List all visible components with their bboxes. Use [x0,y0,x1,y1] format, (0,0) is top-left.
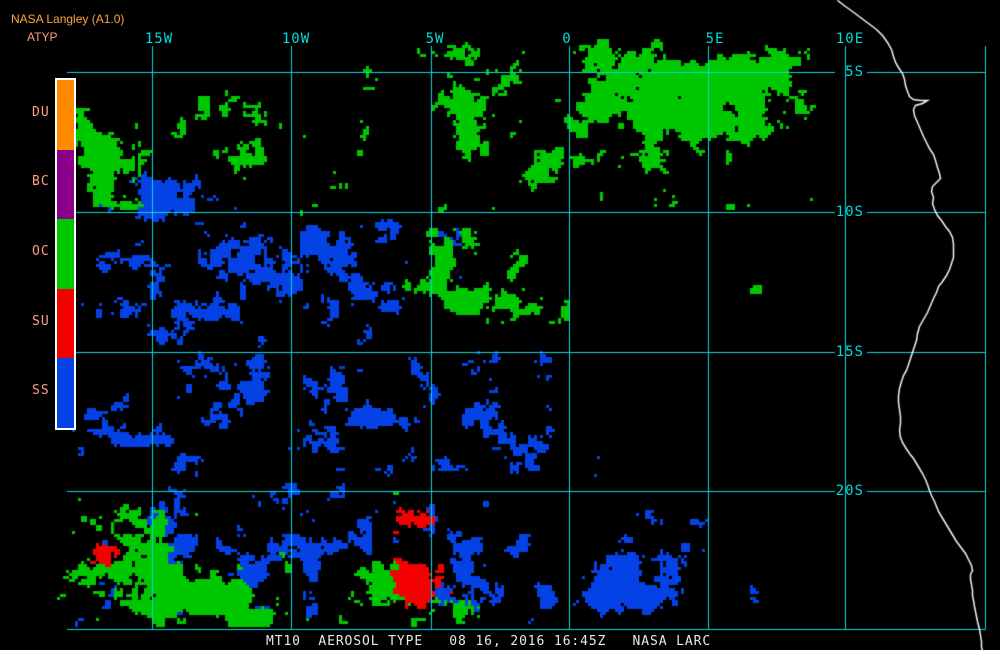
legend-swatch-ss [57,358,74,428]
legend-swatch-oc [57,219,74,289]
latitude-label: 10S [835,204,864,220]
product-code-label: ATYP [27,30,58,44]
legend-color-bar [55,78,76,430]
longitude-label: 5E [705,31,725,47]
latitude-label: 15S [835,344,864,360]
legend-label-oc: OC [32,244,50,259]
longitude-label: 5W [425,31,445,47]
latitude-label: 5S [845,64,864,80]
legend-label-du: DU [32,104,50,120]
longitude-label: 0 [562,31,572,47]
longitude-label: 10W [281,31,311,47]
legend-swatch-bc [57,149,74,220]
longitude-label: 15W [144,31,174,47]
legend-label-su: SU [32,313,50,329]
page-title: NASA Langley (A1.0) [11,12,125,26]
latitude-label: 20S [835,483,864,499]
longitude-label: 10E [835,31,865,47]
legend-swatch-su [57,288,74,359]
legend-label-bc: BC [32,174,50,190]
legend-swatch-du [57,80,74,150]
legend-label-ss: SS [32,383,50,399]
footer-caption: MT10 AEROSOL TYPE 08 16, 2016 16:45Z NAS… [266,634,712,649]
